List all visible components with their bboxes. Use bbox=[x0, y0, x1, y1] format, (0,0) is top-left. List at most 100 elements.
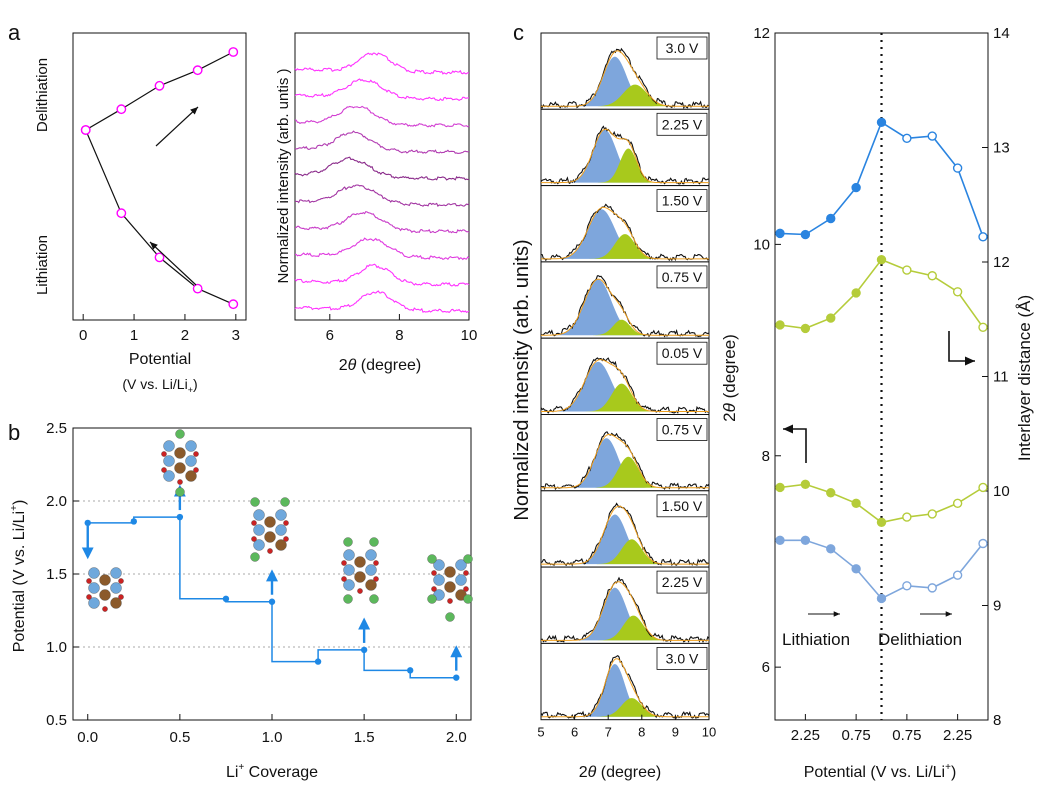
c-right-ylabel-left: 2θ (degree) bbox=[720, 334, 739, 422]
c-right-ytick-right-label: 10 bbox=[993, 483, 1010, 500]
b-ytick-label: 1.5 bbox=[46, 566, 67, 583]
b-structure-atom bbox=[110, 567, 122, 579]
b-structure-oxygen bbox=[86, 578, 92, 584]
c-right-xtick-label: 2.25 bbox=[791, 727, 820, 744]
c-right-series-point-3 bbox=[851, 564, 861, 574]
b-structure-oxygen bbox=[161, 451, 167, 457]
a-right-series-0 bbox=[294, 52, 470, 75]
c-right-series-point-1 bbox=[978, 322, 988, 332]
b-structure-atom bbox=[275, 524, 287, 536]
c-left-xtick-label: 10 bbox=[702, 725, 716, 740]
c-right-series-point-0 bbox=[876, 117, 887, 128]
c-left-green-component bbox=[541, 539, 709, 565]
c-right-series-point-2 bbox=[902, 512, 912, 522]
c-left-green-component bbox=[541, 698, 709, 717]
c-left-envelope bbox=[541, 206, 709, 260]
c-right-series-point-3 bbox=[902, 581, 912, 591]
c-left-envelope bbox=[541, 658, 709, 718]
c-left-blue-component bbox=[541, 361, 709, 412]
panel-label-a: a bbox=[8, 20, 21, 45]
b-structure-atom bbox=[253, 524, 265, 536]
c-right-ytick-left-label: 12 bbox=[753, 25, 770, 42]
b-structure-atom bbox=[185, 440, 197, 452]
b-point bbox=[453, 674, 460, 681]
b-structure-atom bbox=[433, 574, 445, 586]
c-left-voltage-box bbox=[656, 494, 708, 518]
c-right-series-point-1 bbox=[876, 255, 887, 265]
c-right-series-point-2 bbox=[876, 517, 887, 528]
c-right-series-point-2 bbox=[800, 479, 811, 490]
b-structure-atom bbox=[174, 447, 186, 459]
panel-label-b: b bbox=[8, 420, 20, 445]
a-lithiation-point bbox=[192, 283, 203, 294]
a-right-series-1 bbox=[294, 78, 469, 101]
b-point bbox=[130, 518, 138, 525]
b-structure-atom bbox=[264, 516, 276, 528]
a-right-series-5 bbox=[294, 184, 470, 207]
panel-label-c: c bbox=[513, 20, 524, 45]
c-right-ytick-right-label: 9 bbox=[993, 598, 1001, 615]
c-left-voltage-box bbox=[656, 647, 708, 670]
b-structure-oxygen bbox=[431, 570, 437, 576]
b-structure-oxygen bbox=[341, 576, 347, 582]
b-point bbox=[268, 598, 276, 605]
c-right-series-point-1 bbox=[927, 271, 937, 281]
b-structure-lithium bbox=[463, 594, 473, 604]
c-right-series-point-1 bbox=[952, 287, 963, 297]
c-left-green-component bbox=[541, 234, 709, 259]
c-left-envelope bbox=[541, 505, 709, 565]
c-right-series-point-2 bbox=[927, 509, 937, 519]
c-right-right-axis-indicator bbox=[948, 331, 975, 366]
c-right-series-point-0 bbox=[902, 133, 912, 144]
c-left-voltage-box bbox=[656, 570, 708, 594]
chart-c-right: 6 8 10 12 8 9 10 11 12 13 14 2.25 0.75 0.75 2.25 2θ (d… bbox=[720, 25, 1034, 781]
c-right-series-point-3 bbox=[952, 570, 963, 580]
b-xtick-label: 1.5 bbox=[354, 729, 375, 746]
c-right-xtick-label: 0.75 bbox=[842, 727, 871, 744]
c-left-voltage-label: 0.75 V bbox=[662, 422, 703, 438]
c-right-series-point-3 bbox=[800, 535, 811, 546]
c-left-envelope bbox=[541, 359, 709, 412]
c-right-annotation-lithiation: Lithiation bbox=[782, 630, 850, 649]
c-left-voltage-label: 1.50 V bbox=[662, 498, 703, 514]
c-left-voltage-label: 2.25 V bbox=[662, 116, 703, 132]
c-left-voltage-box bbox=[656, 112, 708, 136]
chart-a-left: 0 1 2 3 Delithiation Lithiation Potential (… bbox=[34, 32, 247, 395]
c-right-ytick-right-label: 8 bbox=[993, 712, 1001, 729]
b-xlabel: Li+ Coverage bbox=[226, 762, 318, 781]
b-structure-oxygen bbox=[161, 467, 167, 473]
b-structure-lithium bbox=[343, 537, 353, 547]
b-structure-oxygen bbox=[86, 594, 92, 600]
c-left-raw-data bbox=[540, 47, 710, 110]
c-left-voltage-label: 0.75 V bbox=[662, 269, 703, 285]
a-right-series-3 bbox=[294, 130, 470, 154]
c-left-blue-component bbox=[541, 279, 709, 336]
b-structure-lithium bbox=[463, 554, 473, 564]
b-structure-lithium bbox=[175, 429, 185, 439]
a-lithiation-point bbox=[228, 299, 239, 310]
c-left-voltage-label: 0.05 V bbox=[662, 345, 703, 361]
b-structure-atom bbox=[110, 582, 122, 594]
b-structure-oxygen bbox=[102, 606, 108, 612]
a-right-series-9 bbox=[294, 290, 470, 314]
c-left-envelope bbox=[541, 433, 709, 489]
b-structure-lithium bbox=[369, 594, 379, 604]
b-xtick-label: 0.0 bbox=[77, 729, 98, 746]
a-lithiation-line bbox=[85, 129, 234, 305]
a-left-ylabel-top: Delithiation bbox=[34, 58, 51, 132]
b-structure-oxygen bbox=[373, 560, 379, 566]
b-structure-atom bbox=[275, 539, 287, 551]
c-left-green-component bbox=[541, 319, 709, 336]
c-right-ytick-left-label: 6 bbox=[762, 659, 770, 676]
chart-b: 0.0 0.5 1.0 1.5 2.0 0.5 1.0 1.5 2.0 2.5 Li+ Cover… bbox=[9, 420, 473, 781]
b-structure-oxygen bbox=[447, 598, 453, 604]
b-structure-atom bbox=[253, 539, 265, 551]
chart-a-right: 6 8 10 Normalized intensity (arb. untis ) … bbox=[275, 32, 477, 374]
c-left-blue-component bbox=[541, 514, 709, 565]
c-right-ytick-right-label: 11 bbox=[993, 369, 1009, 386]
a-delithiation-point bbox=[116, 104, 127, 115]
b-point bbox=[314, 658, 322, 665]
c-left-green-component bbox=[541, 456, 709, 488]
b-structure-atom bbox=[185, 470, 197, 482]
